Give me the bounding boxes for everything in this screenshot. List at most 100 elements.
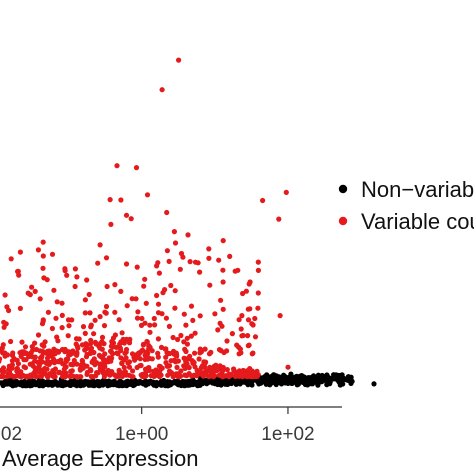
variable-point <box>130 368 135 373</box>
variable-point <box>36 367 41 372</box>
variable-point <box>156 302 161 307</box>
variable-point <box>221 279 226 284</box>
variable-point <box>118 197 123 202</box>
variable-point <box>256 268 261 273</box>
variable-point <box>120 330 125 335</box>
variable-point <box>178 267 183 272</box>
variable-point <box>1 370 6 375</box>
non-variable-point <box>15 381 20 386</box>
non-variable-point <box>152 382 157 387</box>
variable-point <box>221 238 226 243</box>
variable-point <box>16 269 21 274</box>
legend-marker-non-variable <box>339 185 347 193</box>
non-variable-point <box>325 380 330 385</box>
variable-point <box>221 307 226 312</box>
variable-point <box>105 284 110 289</box>
variable-point <box>252 316 257 321</box>
variable-point <box>59 301 64 306</box>
variable-point <box>203 361 208 366</box>
variable-point <box>147 346 152 351</box>
non-variable-point <box>320 378 325 383</box>
legend: Non−variable count: Variable count: <box>339 177 474 234</box>
variable-point <box>102 323 107 328</box>
variable-point <box>137 351 142 356</box>
variable-point <box>185 342 190 347</box>
variable-point <box>70 368 75 373</box>
non-variable-point <box>22 379 27 384</box>
non-variable-point <box>256 381 261 386</box>
variable-point <box>209 368 214 373</box>
variable-point <box>188 259 193 264</box>
variable-point <box>88 367 93 372</box>
variable-point <box>112 310 117 315</box>
variable-point <box>171 335 176 340</box>
variable-point <box>43 339 48 344</box>
variable-point <box>31 372 36 377</box>
non-variable-point <box>168 381 173 386</box>
variable-point <box>84 277 89 282</box>
variable-point <box>225 367 230 372</box>
variable-point <box>74 351 79 356</box>
variable-point <box>114 163 119 168</box>
legend-label-non-variable: Non−variable count: <box>361 177 474 202</box>
variable-point <box>25 351 30 356</box>
variable-point <box>18 306 23 311</box>
variable-point <box>102 371 107 376</box>
non-variable-point <box>117 379 122 384</box>
variable-point <box>173 240 178 245</box>
variable-point <box>247 366 252 371</box>
variable-point <box>84 372 89 377</box>
variable-point <box>83 310 88 315</box>
variable-point <box>108 359 113 364</box>
variable-point <box>241 333 246 338</box>
variable-point <box>198 347 203 352</box>
variable-point <box>64 359 69 364</box>
variable-point <box>146 365 151 370</box>
variable-point <box>72 358 77 363</box>
variable-point <box>193 331 198 336</box>
variable-point <box>108 222 113 227</box>
variable-point <box>108 197 113 202</box>
non-variable-point <box>196 383 201 388</box>
variable-point <box>127 359 132 364</box>
variable-point <box>190 318 195 323</box>
variable-point <box>66 333 71 338</box>
non-variable-point <box>55 383 60 388</box>
variable-point <box>45 374 50 379</box>
non-variable-point <box>285 381 290 386</box>
non-variable-point <box>225 382 230 387</box>
variable-point <box>0 356 2 361</box>
variable-point <box>40 321 45 326</box>
variable-point <box>164 316 169 321</box>
variable-point <box>238 372 243 377</box>
variable-point <box>256 260 261 265</box>
non-variable-point <box>123 381 128 386</box>
variable-point <box>68 374 73 379</box>
variable-point <box>247 306 252 311</box>
variable-point <box>222 373 227 378</box>
variable-point <box>36 332 41 337</box>
variable-point <box>81 324 86 329</box>
variable-point <box>29 354 34 359</box>
variable-point <box>145 192 150 197</box>
non-variable-point <box>145 379 150 384</box>
x-axis-ticks: 1e−021e+001e+02 <box>0 407 315 445</box>
variable-point <box>167 324 172 329</box>
non-variable-point <box>307 378 312 383</box>
variable-point <box>172 229 177 234</box>
variable-point <box>160 290 165 295</box>
variable-point <box>174 365 179 370</box>
variable-point <box>38 348 43 353</box>
variable-point <box>98 242 103 247</box>
variable-point <box>220 368 225 373</box>
x-axis-title: Average Expression <box>2 446 199 471</box>
variable-point <box>1 365 6 370</box>
variable-point <box>172 306 177 311</box>
variable-point <box>260 198 265 203</box>
variable-point <box>104 304 109 309</box>
variable-point <box>129 374 134 379</box>
variable-point <box>41 240 46 245</box>
variable-point <box>57 359 62 364</box>
variable-point <box>74 274 79 279</box>
